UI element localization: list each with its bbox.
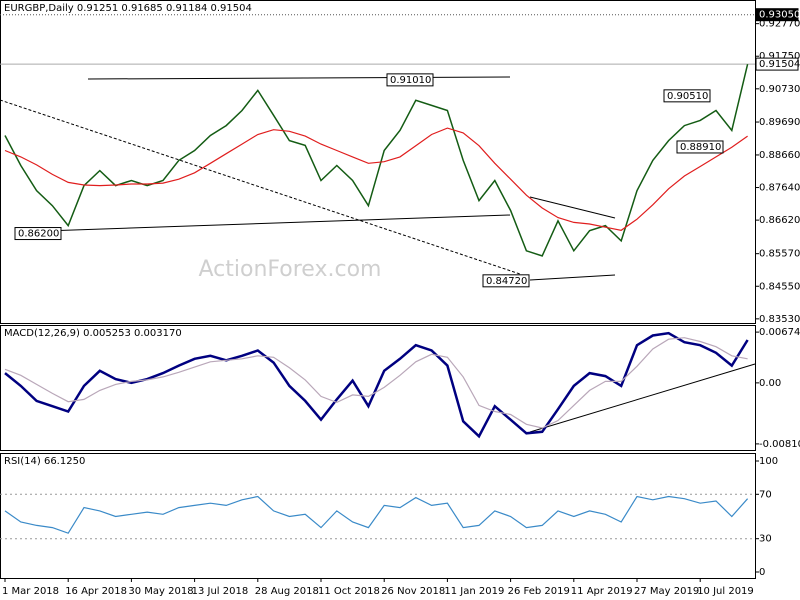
y-tick-label: 0.89690	[759, 117, 800, 128]
y-tick-label: 0.006745	[759, 327, 800, 338]
y-tick-label: -0.008109	[759, 439, 800, 450]
macd-frame	[0, 325, 756, 451]
y-tick-label: 0	[759, 567, 765, 578]
series-line	[4, 127, 748, 231]
y-tick-label: 0.00	[759, 378, 781, 389]
x-tick-label: 30 May 2018	[128, 586, 193, 597]
y-tick-label: 0.91750	[759, 51, 800, 62]
series-line	[4, 337, 748, 429]
chart-title: EURGBP,Daily 0.91251 0.91685 0.91184 0.9…	[4, 3, 252, 14]
annotation-box	[676, 140, 724, 154]
x-tick-label: 28 Aug 2018	[255, 586, 319, 597]
x-tick-label: 11 Apr 2019	[571, 586, 633, 597]
trend-line	[87, 76, 511, 80]
annotation-label: 0.86200	[18, 229, 59, 240]
annotation-box	[14, 227, 62, 241]
chart-title: MACD(12,26,9) 0.005253 0.003170	[4, 328, 182, 339]
trend-line	[0, 99, 521, 275]
y-tick-label: 0.90730	[759, 84, 800, 95]
x-tick-label: 13 Jul 2018	[192, 586, 249, 597]
x-tick-label: 11 Jan 2019	[444, 586, 504, 597]
trend-line	[14, 214, 511, 233]
annotation-label: 0.90510	[667, 91, 708, 102]
annotation-label: 0.84720	[486, 276, 527, 287]
annotation-label: 0.88910	[680, 142, 721, 153]
y-tick-label: 0.84550	[759, 281, 800, 292]
y-tick-label: 0.88660	[759, 150, 800, 161]
annotation-label: 0.91010	[390, 75, 431, 86]
y-tick-label: 0.87640	[759, 183, 800, 194]
price-level-label: 0.93050	[759, 10, 800, 21]
trend-line	[529, 363, 756, 433]
annotation-box	[386, 73, 434, 87]
price-frame	[0, 0, 756, 324]
y-tick-label: 0.85570	[759, 249, 800, 260]
annotation-box	[663, 89, 711, 103]
price-level-label: 0.91504	[759, 59, 800, 70]
series-line	[4, 64, 749, 257]
x-tick-label: 27 May 2019	[634, 586, 699, 597]
x-tick-label: 10 Jul 2019	[697, 586, 754, 597]
rsi-frame	[0, 453, 756, 579]
x-tick-label: 16 Apr 2018	[65, 586, 127, 597]
trend-line	[529, 196, 616, 219]
x-tick-label: 26 Nov 2018	[381, 586, 445, 597]
price-level-box	[755, 8, 799, 22]
x-tick-label: 11 Oct 2018	[318, 586, 380, 597]
trend-line	[529, 274, 616, 281]
series-line	[4, 495, 749, 534]
y-tick-label: 30	[759, 534, 772, 545]
watermark: ActionForex.com	[199, 257, 382, 282]
trend-lines	[0, 76, 756, 433]
y-tick-label: 100	[759, 456, 778, 467]
x-tick-label: 26 Feb 2019	[508, 586, 570, 597]
price-level-box	[755, 57, 799, 71]
annotation-box	[482, 274, 530, 288]
y-tick-label: 0.86620	[759, 215, 800, 226]
x-tick-label: 1 Mar 2018	[2, 586, 59, 597]
y-tick-label: 70	[759, 489, 772, 500]
chart-title: RSI(14) 66.1250	[4, 456, 85, 467]
y-tick-label: 0.92770	[759, 19, 800, 30]
y-tick-label: 0.83530	[759, 314, 800, 325]
